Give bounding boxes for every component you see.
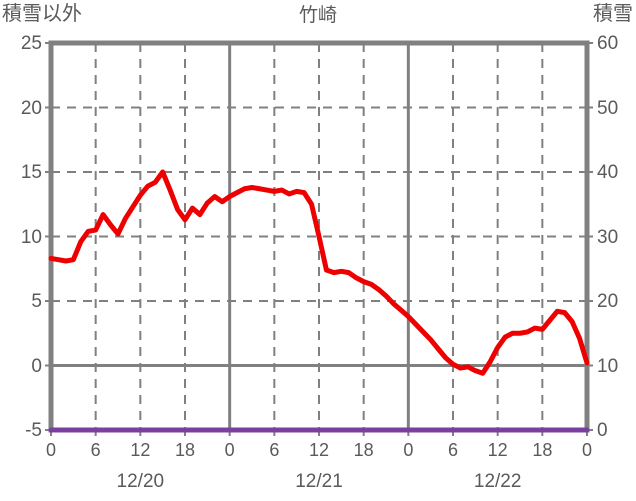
right-axis-tick-label: 0: [597, 420, 608, 441]
right-axis-tick-label: 20: [597, 291, 619, 312]
right-axis-tick-label: 60: [597, 33, 619, 54]
page-title: 竹崎: [298, 5, 337, 26]
data-series: [48, 169, 590, 433]
x-axis-tick-label: 6: [90, 440, 101, 460]
left-axis-tick-label: 15: [20, 162, 42, 183]
x-axis-tick-label: 0: [403, 440, 414, 460]
right-axis-tick-label: 10: [597, 355, 619, 377]
x-axis-tick-label: 6: [269, 440, 280, 460]
x-axis-tick-label: 0: [45, 440, 56, 460]
x-axis-tick-label: 12: [308, 440, 330, 460]
left-axis-tick-label: -5: [25, 420, 42, 441]
x-axis-day-label: 12/22: [473, 471, 522, 492]
x-axis-tick-label: 0: [224, 440, 235, 460]
x-axis-tick-label: 12: [487, 440, 508, 460]
x-axis-day-label: 12/21: [295, 471, 343, 492]
right-axis-title: 積雪: [593, 3, 633, 25]
left-axis-title: 積雪以外: [2, 3, 82, 25]
zero-line: [51, 43, 587, 430]
x-axis-tick-label: 18: [532, 440, 553, 460]
right-axis-tick-label: 40: [597, 162, 619, 183]
left-axis-tick-label: 25: [20, 33, 42, 54]
x-axis-tick-label: 12: [130, 440, 151, 460]
left-axis-tick-label: 20: [20, 97, 42, 119]
temperature-line: [48, 169, 590, 376]
left-axis-tick-label: 0: [31, 355, 42, 377]
left-axis-tick-label: 10: [20, 226, 42, 248]
right-axis-tick-label: 30: [597, 226, 619, 248]
right-axis-tick-label: 50: [597, 97, 619, 119]
x-axis-tick-label: 18: [353, 440, 374, 460]
x-axis-tick-label: 0: [581, 440, 592, 460]
x-axis-tick-label: 18: [174, 440, 196, 460]
left-axis-tick-label: 5: [31, 291, 42, 312]
x-axis-day-label: 12/20: [116, 471, 165, 492]
axis-tick-marks: [45, 42, 593, 436]
x-axis-tick-label: 6: [447, 440, 458, 460]
